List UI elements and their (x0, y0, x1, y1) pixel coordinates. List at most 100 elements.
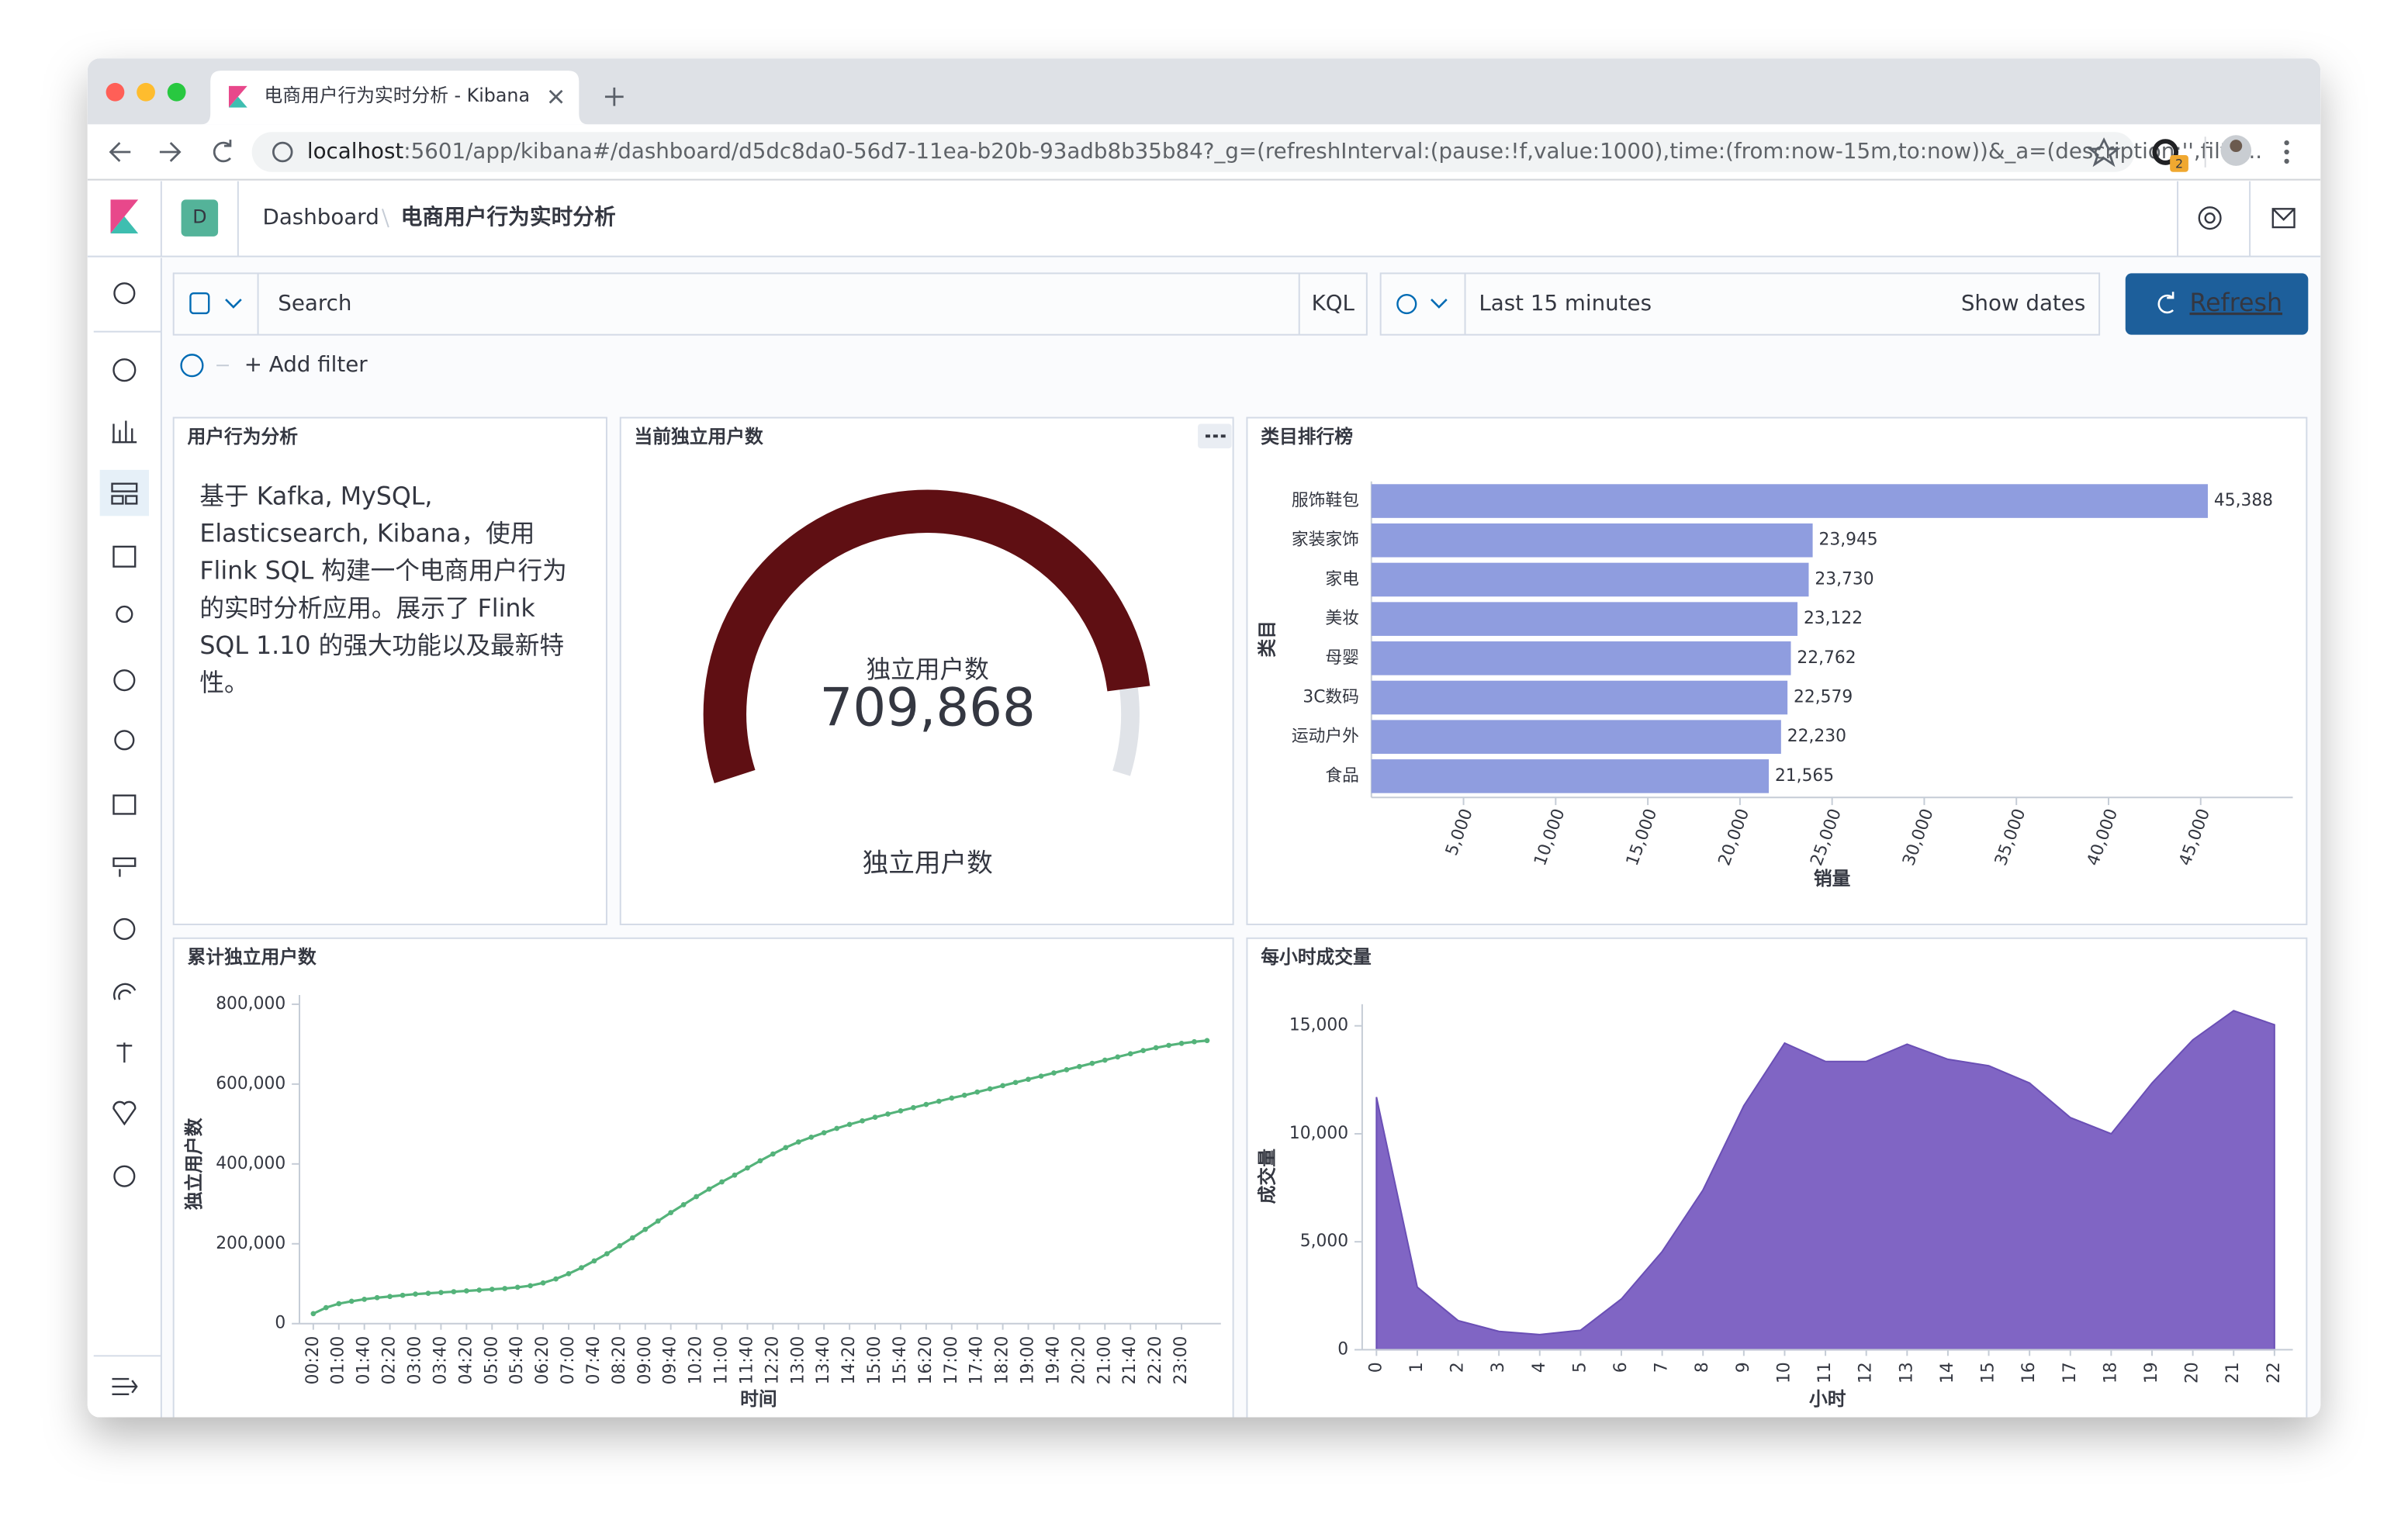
point (694, 1194, 699, 1200)
time-range[interactable]: Last 15 minutes (1479, 290, 1652, 316)
x-tick-label: 22 (2264, 1362, 2284, 1384)
url-host: localhost (307, 138, 403, 164)
point (719, 1179, 725, 1185)
nav-recent[interactable] (113, 282, 136, 305)
point (655, 1218, 661, 1224)
markdown-line: Elasticsearch, Kibana，使用 (199, 520, 535, 548)
point (974, 1089, 981, 1095)
saved-query-icon[interactable] (189, 292, 210, 315)
site-info-icon[interactable] (272, 141, 293, 163)
x-tick-label: 13:00 (788, 1336, 808, 1385)
nav-siem[interactable] (114, 730, 135, 751)
point (617, 1242, 623, 1249)
breadcrumb-current: 电商用户行为实时分析 (401, 204, 616, 230)
y-axis-title: 类目 (1257, 620, 1278, 658)
x-tick-label: 11 (1815, 1362, 1835, 1384)
reload-button[interactable] (213, 140, 232, 163)
point (553, 1276, 559, 1282)
markdown-line: 基于 Kafka, MySQL, (199, 483, 432, 511)
nav-monitoring[interactable] (112, 1100, 137, 1126)
y-tick-label: 家电 (1325, 569, 1359, 589)
x-tick-label: 17 (2060, 1362, 2080, 1384)
value-label: 23,945 (1819, 530, 1878, 550)
panel-title: 用户行为分析 (188, 426, 299, 447)
x-axis-title: 销量 (1814, 868, 1851, 890)
point (1204, 1038, 1210, 1044)
query-language[interactable]: KQL (1312, 290, 1355, 316)
show-dates[interactable]: Show dates (1961, 290, 2085, 316)
nav-uptime[interactable] (112, 983, 137, 1000)
tab-close[interactable] (548, 89, 563, 104)
point (680, 1201, 687, 1208)
minimize-button[interactable] (137, 82, 155, 102)
point (732, 1172, 738, 1178)
point (514, 1284, 521, 1290)
url-path: :5601/app/kibana#/dashboard/d5dc8da0-56d… (403, 138, 2262, 164)
point (642, 1226, 649, 1232)
newsfeed-icon[interactable] (2271, 208, 2296, 229)
gauge-arc (703, 489, 1150, 783)
nav-maps[interactable] (116, 605, 133, 624)
point (783, 1145, 789, 1151)
x-tick-label: 05:00 (482, 1336, 501, 1385)
point (528, 1283, 534, 1289)
nav-management[interactable] (113, 1165, 136, 1187)
filter-menu-icon[interactable] (180, 354, 204, 378)
nav-apm[interactable] (113, 917, 136, 940)
avatar-face (2230, 140, 2243, 153)
quick-menu-icon[interactable] (1396, 293, 1417, 315)
x-tick-label: 11:00 (712, 1336, 732, 1385)
x-tick-label: 18:20 (993, 1336, 1012, 1385)
refresh-button[interactable] (2125, 273, 2309, 335)
nav-ml[interactable] (113, 669, 136, 692)
nav-collapse[interactable] (112, 1377, 138, 1396)
active-tab[interactable] (201, 71, 589, 125)
forward-button[interactable] (159, 142, 182, 162)
panel-title: 当前独立用户数 (635, 426, 763, 447)
back-button[interactable] (109, 142, 131, 162)
y-tick-label: 0 (275, 1314, 285, 1333)
close-button[interactable] (106, 82, 125, 102)
space-avatar[interactable] (181, 199, 219, 237)
nav-visualize[interactable] (112, 420, 137, 444)
browser-menu[interactable] (2284, 140, 2289, 164)
point (745, 1165, 750, 1171)
breadcrumb[interactable]: Dashboard (263, 204, 379, 230)
gauge-value: 709,868 (820, 677, 1036, 738)
nav-infra[interactable] (112, 857, 137, 877)
nav-discover[interactable] (112, 358, 137, 382)
bar (1371, 484, 2208, 518)
y-tick-label: 美妆 (1325, 609, 1359, 628)
point (1038, 1073, 1044, 1079)
point (566, 1271, 572, 1277)
x-tick-label: 16 (2019, 1362, 2039, 1384)
bookmark-star[interactable] (2087, 137, 2121, 168)
nav-logs[interactable] (112, 794, 137, 815)
x-tick-label: 21:40 (1120, 1336, 1140, 1385)
refresh-icon (2157, 292, 2174, 314)
x-tick-label: 09:40 (661, 1336, 680, 1385)
x-tick-label: 11:40 (737, 1336, 756, 1385)
nav-devtools[interactable] (116, 1042, 133, 1063)
point (834, 1125, 840, 1131)
point (1026, 1076, 1031, 1083)
point (451, 1289, 457, 1294)
x-tick-label: 01:40 (355, 1336, 374, 1385)
x-tick-label: 2 (1448, 1362, 1468, 1373)
nav-dashboard[interactable] (111, 482, 138, 505)
point (1102, 1057, 1108, 1063)
x-tick-label: 15 (1979, 1362, 1998, 1384)
help-icon-inner (2204, 212, 2216, 224)
point (808, 1134, 815, 1140)
panel (172, 937, 1234, 1418)
omnibox[interactable] (251, 132, 2135, 172)
search-input[interactable]: Search (278, 290, 351, 316)
point (438, 1290, 444, 1295)
add-filter[interactable]: + Add filter (244, 351, 368, 377)
help-icon[interactable] (2198, 206, 2222, 230)
nav-canvas[interactable] (112, 545, 137, 568)
zoom-button[interactable] (167, 82, 186, 102)
y-tick-label: 10,000 (1289, 1124, 1348, 1143)
extension-icon[interactable] (2152, 139, 2179, 165)
new-tab[interactable] (604, 87, 624, 106)
